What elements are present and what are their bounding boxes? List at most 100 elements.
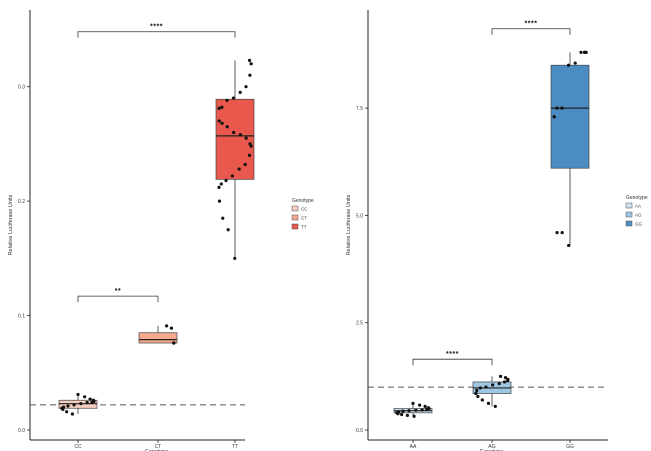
data-point — [221, 216, 225, 220]
data-point — [423, 404, 427, 408]
data-point — [217, 185, 221, 189]
data-point — [90, 400, 94, 405]
data-point — [224, 178, 228, 183]
data-point — [169, 326, 174, 330]
data-point — [555, 230, 559, 235]
data-point — [232, 130, 236, 135]
significance-bracket — [491, 28, 571, 35]
data-point — [476, 394, 480, 399]
data-point — [83, 395, 87, 399]
legend-title: Genotype — [292, 198, 314, 204]
legend-label: CC — [301, 207, 308, 212]
data-point — [579, 50, 583, 54]
data-point — [478, 386, 482, 390]
data-point — [79, 402, 83, 406]
data-point — [566, 63, 571, 67]
y-tick-label: 0.3 — [18, 85, 25, 91]
x-tick-label: CT — [155, 444, 162, 450]
data-point — [217, 119, 221, 123]
data-point — [217, 106, 221, 111]
data-point — [418, 403, 422, 407]
box-TT — [215, 98, 255, 180]
legend-title: Genotype — [626, 195, 648, 201]
data-point — [583, 50, 587, 54]
data-point — [560, 230, 564, 235]
data-point — [226, 228, 230, 232]
data-point — [230, 174, 234, 178]
legend-swatch — [625, 220, 633, 227]
data-point — [220, 105, 224, 109]
legend-label: GG — [635, 222, 643, 227]
data-point — [247, 58, 252, 62]
data-point — [70, 412, 74, 416]
x-tick-label: TT — [232, 444, 238, 450]
data-point — [238, 90, 242, 94]
box-GG — [550, 64, 590, 169]
x-tick-label: AG — [488, 444, 495, 450]
significance-label: ** — [115, 288, 121, 295]
data-point — [400, 412, 404, 417]
legend-swatch — [291, 223, 299, 230]
data-point — [85, 400, 89, 405]
legend-swatch — [625, 202, 633, 209]
y-tick-label: 7.5 — [356, 106, 363, 112]
data-point — [172, 341, 176, 345]
legend-label: AG — [635, 213, 642, 218]
data-point — [475, 388, 479, 393]
significance-bracket — [412, 358, 493, 366]
data-point — [407, 409, 411, 413]
y-tick-label: 0.1 — [18, 314, 25, 320]
data-point — [243, 162, 247, 167]
data-point — [414, 408, 418, 412]
data-point — [244, 85, 248, 89]
data-point — [567, 243, 571, 248]
significance-bracket — [77, 295, 159, 303]
data-point — [61, 407, 65, 411]
data-point — [502, 380, 507, 384]
data-point — [560, 106, 564, 110]
data-point — [396, 412, 400, 416]
data-point — [411, 401, 415, 405]
data-point — [220, 121, 224, 125]
data-point — [237, 167, 241, 171]
significance-bracket — [77, 31, 236, 38]
legend-label: CT — [301, 216, 307, 221]
data-point — [248, 73, 252, 77]
data-point — [555, 106, 559, 110]
significance-label: **** — [150, 24, 163, 31]
data-point — [425, 407, 429, 411]
data-point — [164, 324, 169, 328]
panel-right-boxplot: 0.0 2.5 5.0 7.5 Relative Luciferase Units AA A… — [346, 10, 648, 451]
data-point — [72, 403, 76, 407]
data-point — [552, 115, 556, 119]
data-point — [573, 61, 577, 65]
x-tick-label: AA — [410, 444, 417, 450]
significance-label: **** — [525, 21, 538, 28]
data-point — [225, 125, 229, 129]
data-point — [486, 401, 491, 405]
data-point — [498, 374, 503, 378]
data-point — [225, 98, 229, 102]
data-point — [249, 62, 253, 66]
y-axis-title: Relative Luciferase Units — [8, 194, 14, 255]
x-axis-title: Genotype — [145, 449, 169, 451]
data-point — [493, 404, 497, 408]
data-point — [474, 391, 478, 396]
data-point — [231, 96, 236, 100]
data-point — [88, 397, 92, 401]
data-point — [405, 413, 409, 418]
legend-label: TT — [301, 225, 307, 230]
y-tick-label: 5.0 — [356, 213, 363, 219]
y-tick-label: 0.0 — [18, 428, 25, 434]
data-point — [217, 199, 222, 203]
data-point — [412, 414, 416, 418]
data-point — [249, 144, 253, 148]
data-point — [491, 383, 495, 387]
x-tick-label: GG — [566, 444, 574, 450]
data-point — [66, 404, 70, 408]
legend-swatch — [625, 211, 633, 218]
data-point — [497, 382, 501, 386]
data-point — [219, 182, 223, 186]
x-axis-title: Genotype — [480, 449, 504, 451]
